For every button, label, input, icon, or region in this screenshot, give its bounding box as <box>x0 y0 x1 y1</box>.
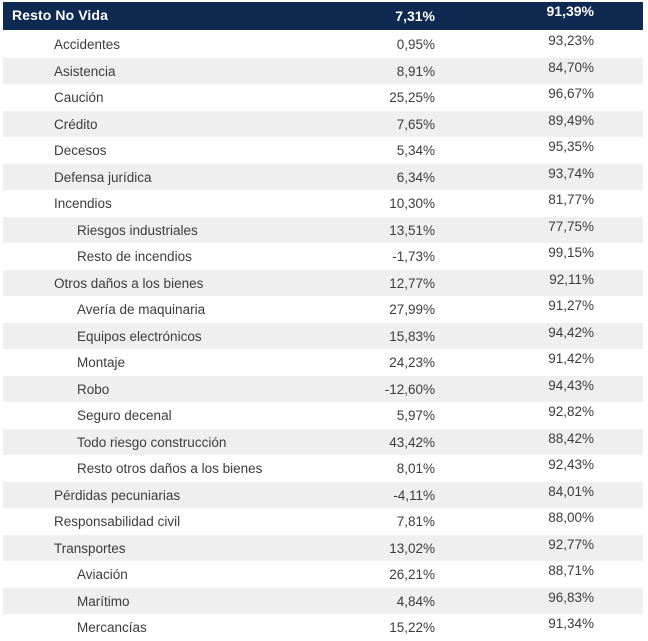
row-col1-value: 4,84% <box>396 593 435 609</box>
row-col2-value: 88,00% <box>548 510 594 525</box>
row-col1-value: 7,81% <box>396 514 435 529</box>
row-label: Crédito <box>54 116 98 132</box>
table-row: Resto otros daños a los bienes 8,01% 92,… <box>3 455 643 482</box>
row-col1-value: 12,77% <box>389 275 435 291</box>
row-col1-value: 7,65% <box>396 116 435 132</box>
row-col1-value: 13,02% <box>389 540 435 556</box>
row-col2-value: 92,77% <box>548 536 594 552</box>
row-col1-value: 5,34% <box>396 143 435 158</box>
table-row: Montaje 24,23% 91,42% <box>3 349 643 376</box>
table-row: Robo -12,60% 94,43% <box>3 375 643 402</box>
table-row: Equipos electrónicos 15,83% 94,42% <box>3 322 643 349</box>
row-col1-value: 15,22% <box>389 620 435 635</box>
table-row: Asistencia 8,91% 84,70% <box>3 57 643 84</box>
row-label: Caución <box>54 90 104 105</box>
table-body: Accidentes 0,95% 93,23% Asistencia 8,91%… <box>3 31 643 641</box>
table-row: Riesgos industriales 13,51% 77,75% <box>3 216 643 243</box>
row-col1-value: 26,21% <box>389 567 435 582</box>
row-label: Aviación <box>77 567 128 582</box>
header-col1-value: 7,31% <box>395 8 435 24</box>
row-col2-value: 91,27% <box>548 298 594 313</box>
row-col2-value: 94,42% <box>548 324 594 340</box>
row-label: Todo riesgo construcción <box>77 434 227 450</box>
table-row: Avería de maquinaria 27,99% 91,27% <box>3 296 643 323</box>
row-col2-value: 91,42% <box>548 351 594 366</box>
header-title: Resto No Vida <box>12 7 108 23</box>
row-col2-value: 92,82% <box>548 404 594 419</box>
table-row: Caución 25,25% 96,67% <box>3 84 643 111</box>
table-row: Responsabilidad civil 7,81% 88,00% <box>3 508 643 535</box>
row-label: Resto otros daños a los bienes <box>77 461 263 476</box>
row-label: Transportes <box>54 540 126 556</box>
row-label: Accidentes <box>54 37 121 52</box>
row-col1-value: 27,99% <box>389 302 435 317</box>
row-label: Robo <box>77 381 110 397</box>
row-col1-value: 6,34% <box>396 169 435 185</box>
row-col2-value: 96,67% <box>548 86 594 101</box>
table-row: Aviación 26,21% 88,71% <box>3 561 643 588</box>
row-label: Otros daños a los bienes <box>54 275 204 291</box>
row-col1-value: -1,73% <box>392 249 435 264</box>
row-label: Asistencia <box>54 63 116 79</box>
row-label: Montaje <box>77 355 126 370</box>
table-row: Otros daños a los bienes 12,77% 92,11% <box>3 269 643 296</box>
row-col1-value: 5,97% <box>396 408 435 423</box>
row-label: Riesgos industriales <box>77 222 198 238</box>
row-label: Defensa jurídica <box>54 169 152 185</box>
row-col1-value: 10,30% <box>389 196 435 211</box>
row-col1-value: 15,83% <box>389 328 435 344</box>
table-row: Accidentes 0,95% 93,23% <box>3 31 643 58</box>
row-col1-value: 0,95% <box>396 37 435 52</box>
row-col2-value: 94,43% <box>548 377 594 393</box>
table-row: Mercancías 15,22% 91,34% <box>3 614 643 641</box>
row-col2-value: 81,77% <box>548 192 594 207</box>
row-label: Resto de incendios <box>77 249 192 264</box>
row-label: Decesos <box>54 143 107 158</box>
row-label: Responsabilidad civil <box>54 514 181 529</box>
row-col2-value: 99,15% <box>548 245 594 260</box>
row-col2-value: 93,74% <box>548 165 594 181</box>
table-row: Incendios 10,30% 81,77% <box>3 190 643 217</box>
row-label: Mercancías <box>77 620 147 635</box>
table-row: Transportes 13,02% 92,77% <box>3 534 643 561</box>
row-col2-value: 91,34% <box>548 616 594 631</box>
row-col2-value: 92,11% <box>549 271 594 287</box>
table-row: Seguro decenal 5,97% 92,82% <box>3 402 643 429</box>
table-row: Marítimo 4,84% 96,83% <box>3 587 643 614</box>
table-row: Decesos 5,34% 95,35% <box>3 137 643 164</box>
row-col1-value: 43,42% <box>389 434 435 450</box>
row-label: Avería de maquinaria <box>77 302 206 317</box>
row-col1-value: -12,60% <box>384 381 435 397</box>
row-col2-value: 84,70% <box>548 59 594 75</box>
row-col2-value: 96,83% <box>548 589 594 605</box>
row-col1-value: 8,91% <box>396 63 435 79</box>
row-col2-value: 95,35% <box>548 139 594 154</box>
row-label: Equipos electrónicos <box>77 328 202 344</box>
row-col1-value: 25,25% <box>389 90 435 105</box>
table-header-row: Resto No Vida 7,31% 91,39% <box>3 2 643 30</box>
table-row: Todo riesgo construcción 43,42% 88,42% <box>3 428 643 455</box>
row-label: Incendios <box>54 196 112 211</box>
row-col1-value: 13,51% <box>389 222 435 238</box>
row-col2-value: 89,49% <box>548 112 594 128</box>
table-row: Pérdidas pecuniarias -4,11% 84,01% <box>3 481 643 508</box>
row-col2-value: 88,71% <box>548 563 594 578</box>
row-label: Seguro decenal <box>77 408 172 423</box>
row-col1-value: 24,23% <box>389 355 435 370</box>
table-row: Crédito 7,65% 89,49% <box>3 110 643 137</box>
table-row: Defensa jurídica 6,34% 93,74% <box>3 163 643 190</box>
row-col2-value: 92,43% <box>548 457 594 472</box>
row-col2-value: 84,01% <box>548 483 594 499</box>
row-col2-value: 88,42% <box>548 430 594 446</box>
row-label: Pérdidas pecuniarias <box>54 487 181 503</box>
row-col1-value: -4,11% <box>393 487 435 503</box>
header-col2-value: 91,39% <box>546 3 594 19</box>
table-row: Resto de incendios -1,73% 99,15% <box>3 243 643 270</box>
row-col2-value: 93,23% <box>548 33 594 48</box>
row-col2-value: 77,75% <box>548 218 594 234</box>
row-col1-value: 8,01% <box>396 461 435 476</box>
row-label: Marítimo <box>77 593 130 609</box>
